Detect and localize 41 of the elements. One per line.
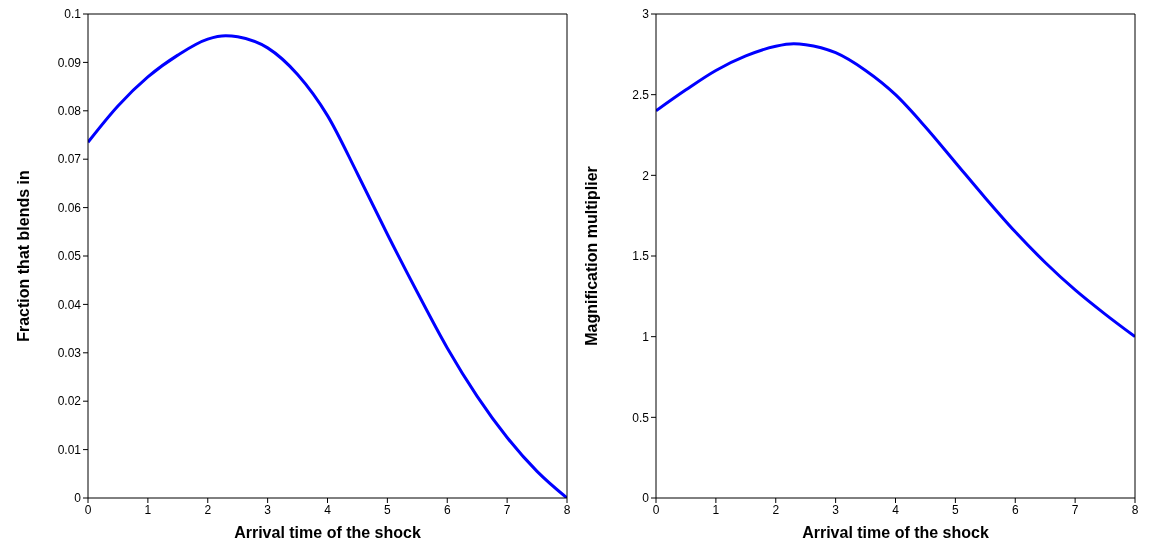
y-tick-label: 0.08 — [57, 104, 82, 119]
y-tick-label: 3 — [642, 7, 650, 22]
x-tick-label: 0 — [84, 502, 92, 517]
y-axis-title: Fraction that blends in — [14, 170, 32, 342]
x-tick-label: 7 — [1071, 502, 1079, 517]
y-tick-label: 2.5 — [632, 87, 650, 102]
y-tick-label: 0.04 — [57, 297, 82, 312]
x-tick-label: 6 — [443, 502, 451, 517]
y-tick-label: 0.09 — [57, 55, 82, 70]
y-tick-label: 0 — [642, 491, 650, 506]
x-tick-label: 1 — [712, 502, 720, 517]
x-tick-label: 5 — [384, 502, 392, 517]
y-tick-label: 0.5 — [632, 410, 650, 425]
y-tick-label: 0 — [74, 491, 82, 506]
line-series — [656, 42, 1135, 339]
y-tick-label: 0.02 — [57, 394, 82, 409]
y-tick-label: 0.06 — [57, 200, 82, 215]
x-tick-label: 3 — [264, 502, 272, 517]
x-tick-label: 4 — [324, 502, 332, 517]
x-tick-label: 6 — [1011, 502, 1019, 517]
y-tick-label: 1.5 — [632, 249, 650, 264]
x-axis-title: Arrival time of the shock — [234, 524, 421, 541]
y-tick-label: 0.01 — [57, 442, 82, 457]
x-tick-label: 5 — [952, 502, 960, 517]
x-tick-label: 3 — [832, 502, 840, 517]
x-tick-label: 2 — [204, 502, 212, 517]
x-tick-label: 1 — [144, 502, 152, 517]
y-tick-label: 0.05 — [57, 249, 82, 264]
x-tick-label: 8 — [1131, 502, 1139, 517]
y-tick-label: 0.1 — [64, 7, 82, 22]
x-tick-label: 2 — [772, 502, 780, 517]
x-tick-label: 4 — [892, 502, 900, 517]
y-axis-title: Magnification multiplier — [582, 166, 600, 346]
x-tick-label: 7 — [503, 502, 511, 517]
y-tick-label: 1 — [642, 329, 650, 344]
y-tick-label: 0.07 — [57, 152, 82, 167]
x-tick-label: 0 — [652, 502, 660, 517]
x-tick-label: 8 — [563, 502, 571, 517]
x-axis-title: Arrival time of the shock — [802, 524, 989, 541]
y-tick-label: 0.03 — [57, 346, 82, 361]
y-tick-label: 2 — [642, 168, 650, 183]
